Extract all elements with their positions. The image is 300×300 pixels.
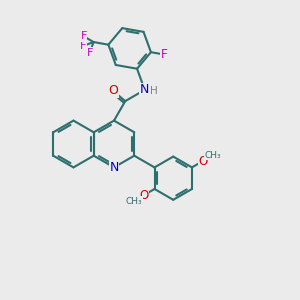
Text: CH₃: CH₃ (125, 196, 142, 206)
Text: O: O (198, 154, 208, 168)
Text: H: H (151, 86, 158, 96)
Text: F: F (86, 48, 93, 58)
Text: CH₃: CH₃ (204, 151, 221, 160)
Text: N: N (140, 83, 149, 96)
Text: O: O (108, 85, 118, 98)
Text: F: F (80, 32, 87, 41)
Text: N: N (109, 161, 119, 174)
Text: O: O (139, 189, 148, 202)
Text: F: F (80, 41, 86, 51)
Text: F: F (161, 48, 167, 61)
